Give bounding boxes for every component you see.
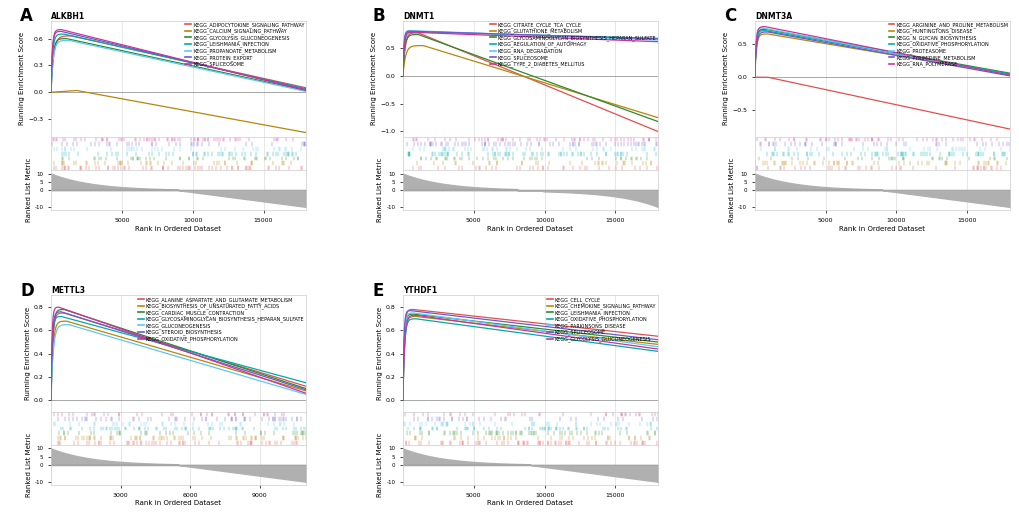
Y-axis label: Running Enrichment Score: Running Enrichment Score (722, 33, 729, 125)
Legend: KEGG_ADIPOCYTOKINE_SIGNALING_PATHWAY, KEGG_CALCIUM_SIGNALING_PATHWAY, KEGG_GLYCO: KEGG_ADIPOCYTOKINE_SIGNALING_PATHWAY, KE… (184, 22, 305, 68)
X-axis label: Rank in Ordered Dataset: Rank in Ordered Dataset (487, 225, 573, 232)
Y-axis label: Ranked List Metric: Ranked List Metric (377, 433, 383, 497)
Text: A: A (20, 7, 34, 25)
Text: METTL3: METTL3 (51, 286, 85, 295)
Y-axis label: Running Enrichment Score: Running Enrichment Score (371, 33, 377, 125)
Y-axis label: Running Enrichment Score: Running Enrichment Score (24, 307, 31, 400)
Legend: KEGG_ALANINE_ASPARTATE_AND_GLUTAMATE_METABOLISM, KEGG_BIOSYNTHESIS_OF_UNSATURATE: KEGG_ALANINE_ASPARTATE_AND_GLUTAMATE_MET… (138, 297, 305, 343)
Legend: KEGG_CELL_CYCLE, KEGG_CHEMOKINE_SIGNALING_PATHWAY, KEGG_LEISHMANIA_INFECTION, KE: KEGG_CELL_CYCLE, KEGG_CHEMOKINE_SIGNALIN… (546, 297, 656, 343)
Legend: KEGG_CITRATE_CYCLE_TCA_CYCLE, KEGG_GLUTATHIONE_METABOLISM, KEGG_GLYCOSAMINOGLYCA: KEGG_CITRATE_CYCLE_TCA_CYCLE, KEGG_GLUTA… (489, 22, 656, 68)
Y-axis label: Running Enrichment Score: Running Enrichment Score (19, 33, 25, 125)
Legend: KEGG_ARGININE_AND_PROLINE_METABOLISM, KEGG_HUNTINGTONS_DISEASE, KEGG_N_GLYCAN_BI: KEGG_ARGININE_AND_PROLINE_METABOLISM, KE… (888, 22, 1008, 68)
Text: B: B (372, 7, 384, 25)
Text: ALKBH1: ALKBH1 (51, 11, 85, 21)
Y-axis label: Ranked List Metric: Ranked List Metric (729, 158, 735, 222)
Text: D: D (20, 282, 34, 299)
Y-axis label: Running Enrichment Score: Running Enrichment Score (376, 307, 382, 400)
Y-axis label: Ranked List Metric: Ranked List Metric (25, 433, 32, 497)
X-axis label: Rank in Ordered Dataset: Rank in Ordered Dataset (839, 225, 924, 232)
X-axis label: Rank in Ordered Dataset: Rank in Ordered Dataset (136, 501, 221, 507)
Text: DNMT1: DNMT1 (403, 11, 434, 21)
X-axis label: Rank in Ordered Dataset: Rank in Ordered Dataset (136, 225, 221, 232)
Text: C: C (723, 7, 736, 25)
X-axis label: Rank in Ordered Dataset: Rank in Ordered Dataset (487, 501, 573, 507)
Y-axis label: Ranked List Metric: Ranked List Metric (377, 158, 383, 222)
Text: YTHDF1: YTHDF1 (403, 286, 436, 295)
Y-axis label: Ranked List Metric: Ranked List Metric (25, 158, 32, 222)
Text: E: E (372, 282, 383, 299)
Text: DNMT3A: DNMT3A (754, 11, 791, 21)
